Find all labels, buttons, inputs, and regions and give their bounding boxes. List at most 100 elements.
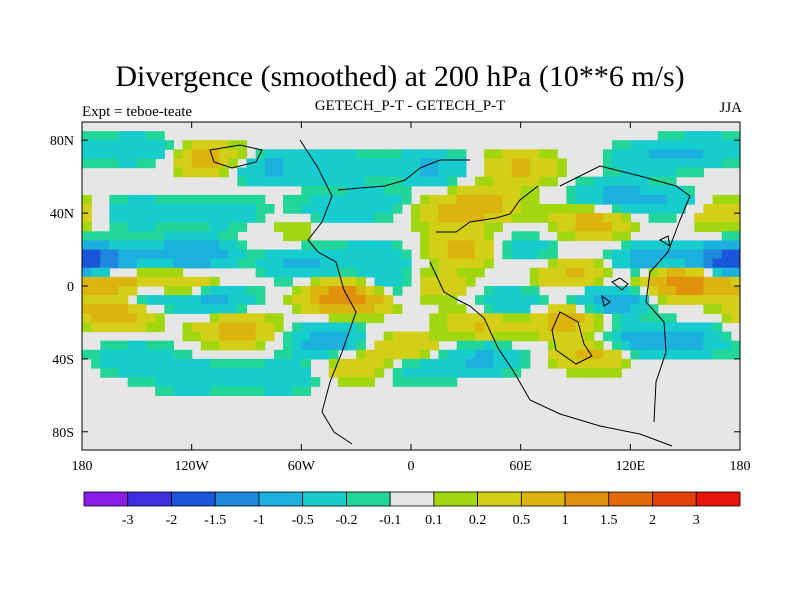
field-cell bbox=[411, 204, 421, 214]
field-cell bbox=[155, 349, 165, 360]
field-cell bbox=[383, 176, 394, 187]
field-cell bbox=[721, 204, 732, 214]
field-cell bbox=[365, 368, 376, 378]
field-cell bbox=[429, 322, 440, 333]
x-tick-label: 120E bbox=[616, 459, 646, 474]
field-cell bbox=[301, 258, 312, 269]
field-cell bbox=[347, 313, 357, 324]
field-cell bbox=[145, 358, 156, 369]
field-cell bbox=[155, 240, 165, 251]
field-cell bbox=[566, 258, 577, 269]
field-cell bbox=[502, 194, 513, 205]
field-cell bbox=[438, 194, 449, 205]
field-cell bbox=[520, 176, 531, 187]
field-cell bbox=[127, 204, 138, 214]
field-cell bbox=[575, 231, 586, 242]
field-cell bbox=[136, 295, 147, 305]
field-cell bbox=[136, 249, 147, 260]
field-cell bbox=[657, 276, 668, 287]
field-cell bbox=[420, 331, 430, 342]
field-cell bbox=[337, 331, 348, 342]
field-cell bbox=[685, 331, 695, 342]
field-cell bbox=[255, 176, 266, 187]
field-cell bbox=[91, 304, 101, 314]
field-cell bbox=[566, 267, 577, 278]
field-cell bbox=[374, 286, 385, 296]
field-cell bbox=[301, 231, 312, 242]
field-cell bbox=[173, 304, 184, 314]
field-cell bbox=[548, 167, 558, 178]
field-cell bbox=[511, 185, 522, 196]
field-cell bbox=[456, 222, 467, 232]
field-cell bbox=[657, 131, 668, 141]
field-cell bbox=[657, 149, 668, 160]
field-cell bbox=[612, 194, 622, 205]
field-cell bbox=[456, 240, 467, 251]
field-cell bbox=[721, 240, 732, 251]
field-cell bbox=[502, 176, 513, 187]
field-cell bbox=[292, 295, 302, 305]
field-cell bbox=[237, 386, 248, 396]
field-cell bbox=[237, 295, 248, 305]
field-cell bbox=[520, 331, 531, 342]
field-cell bbox=[447, 176, 458, 187]
field-cell bbox=[548, 349, 558, 360]
field-cell bbox=[356, 194, 366, 205]
field-cell bbox=[657, 258, 668, 269]
field-cell bbox=[283, 194, 293, 205]
field-cell bbox=[228, 377, 238, 387]
field-cell bbox=[612, 140, 622, 150]
field-cell bbox=[319, 149, 330, 160]
field-cell bbox=[392, 158, 403, 169]
field-cell bbox=[657, 286, 668, 296]
field-cell bbox=[529, 231, 540, 242]
field-cell bbox=[383, 158, 394, 169]
field-cell bbox=[228, 386, 238, 396]
field-cell bbox=[91, 149, 101, 160]
field-cell bbox=[666, 185, 677, 196]
field-cell bbox=[91, 258, 101, 269]
field-cell bbox=[273, 249, 284, 260]
field-cell bbox=[228, 194, 238, 205]
field-cell bbox=[255, 194, 266, 205]
field-cell bbox=[474, 295, 485, 305]
field-cell bbox=[219, 368, 229, 378]
field-cell bbox=[584, 286, 595, 296]
field-cell bbox=[721, 140, 732, 150]
x-tick-label: 180 bbox=[730, 459, 751, 474]
field-cell bbox=[484, 204, 494, 214]
field-cell bbox=[456, 304, 467, 314]
field-cell bbox=[685, 249, 695, 260]
field-cell bbox=[676, 140, 686, 150]
field-cell bbox=[228, 358, 238, 369]
field-cell bbox=[429, 249, 440, 260]
field-cell bbox=[200, 276, 211, 287]
field-cell bbox=[602, 368, 613, 378]
field-cell bbox=[447, 204, 458, 214]
field-cell bbox=[621, 295, 631, 305]
field-cell bbox=[173, 377, 184, 387]
field-cell bbox=[648, 276, 659, 287]
field-cell bbox=[511, 358, 522, 369]
field-cell bbox=[91, 231, 101, 242]
field-cell bbox=[164, 222, 174, 232]
field-cell bbox=[557, 258, 567, 269]
field-cell bbox=[328, 249, 339, 260]
field-cell bbox=[191, 204, 202, 214]
field-cell bbox=[319, 295, 330, 305]
field-cell bbox=[484, 331, 494, 342]
field-cell bbox=[246, 295, 257, 305]
field-cell bbox=[347, 295, 357, 305]
field-cell bbox=[447, 167, 458, 178]
field-cell bbox=[191, 249, 202, 260]
colorbar-swatch bbox=[345, 491, 391, 507]
field-cell bbox=[91, 322, 101, 333]
field-cell bbox=[584, 213, 595, 223]
field-cell bbox=[191, 213, 202, 223]
field-cell bbox=[219, 231, 229, 242]
field-cell bbox=[283, 258, 293, 269]
field-cell bbox=[310, 286, 321, 296]
field-cell bbox=[694, 295, 705, 305]
field-cell bbox=[621, 185, 631, 196]
field-cell bbox=[648, 331, 659, 342]
